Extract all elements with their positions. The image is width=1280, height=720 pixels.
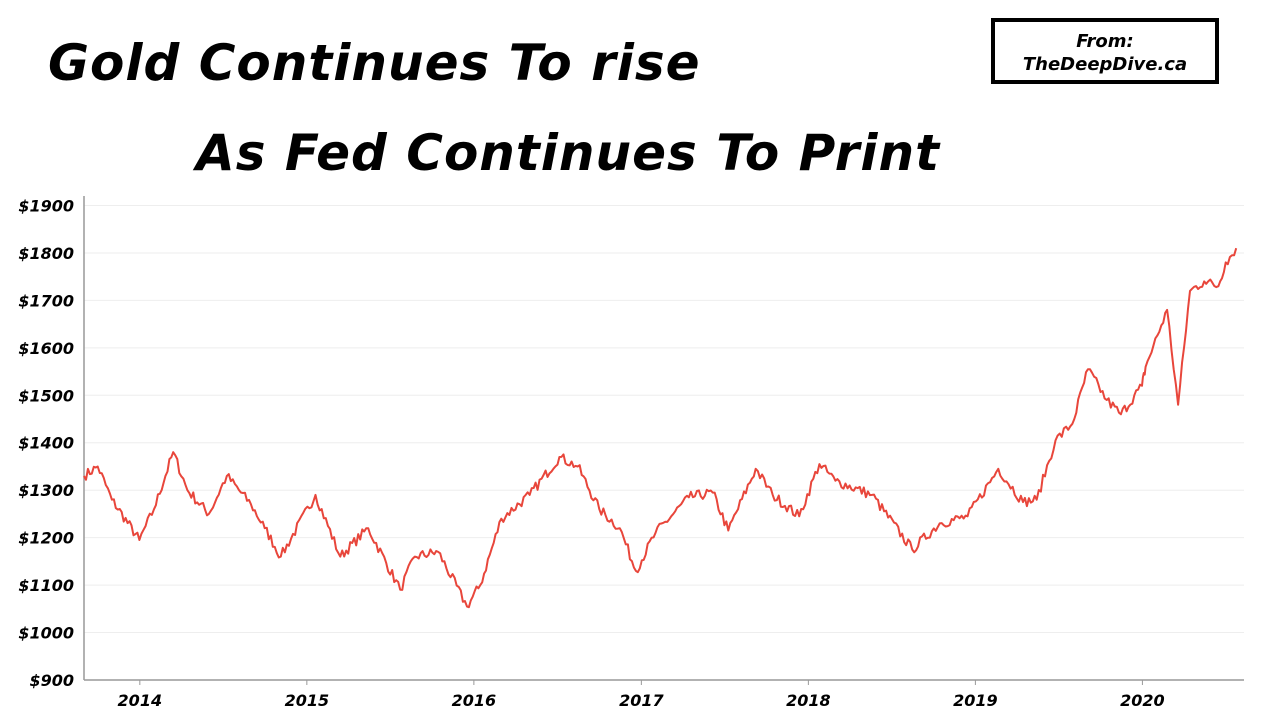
y-tick-label: $1600 xyxy=(18,339,74,358)
x-tick-label: 2019 xyxy=(953,691,998,710)
y-tick-label: $1200 xyxy=(18,529,74,548)
x-tick-label: 2015 xyxy=(285,691,330,710)
y-tick-label: $1700 xyxy=(18,291,74,310)
y-tick-label: $1100 xyxy=(18,576,74,595)
axes xyxy=(83,196,1244,685)
x-tick-label: 2017 xyxy=(619,691,664,710)
source-box: From: TheDeepDive.ca xyxy=(991,18,1219,84)
y-tick-label: $1800 xyxy=(18,244,74,263)
gold-price-line xyxy=(83,247,1238,609)
gridlines xyxy=(84,204,1244,634)
tick-labels: $900 $1000 $1100 $1200 $1300 $1400 $1500 $1600 $… xyxy=(18,196,1164,710)
series-layer xyxy=(83,247,1238,609)
x-tick-label: 2014 xyxy=(118,691,163,710)
source-website: TheDeepDive.ca xyxy=(1022,54,1188,75)
y-tick-label: $1500 xyxy=(18,386,74,405)
chart-title-line-2: As Fed Continues To Print xyxy=(196,124,941,182)
y-tick-label: $1400 xyxy=(18,434,74,453)
x-tick-label: 2018 xyxy=(786,691,831,710)
y-tick-label: $1300 xyxy=(18,481,74,500)
source-label: From: xyxy=(1076,31,1134,52)
y-tick-label: $900 xyxy=(29,671,74,690)
y-tick-label: $1900 xyxy=(18,196,74,215)
x-tick-label: 2016 xyxy=(452,691,497,710)
x-tick-label: 2020 xyxy=(1120,691,1165,710)
y-tick-label: $1000 xyxy=(18,624,74,643)
chart-title-line-1: Gold Continues To rise xyxy=(48,34,701,92)
